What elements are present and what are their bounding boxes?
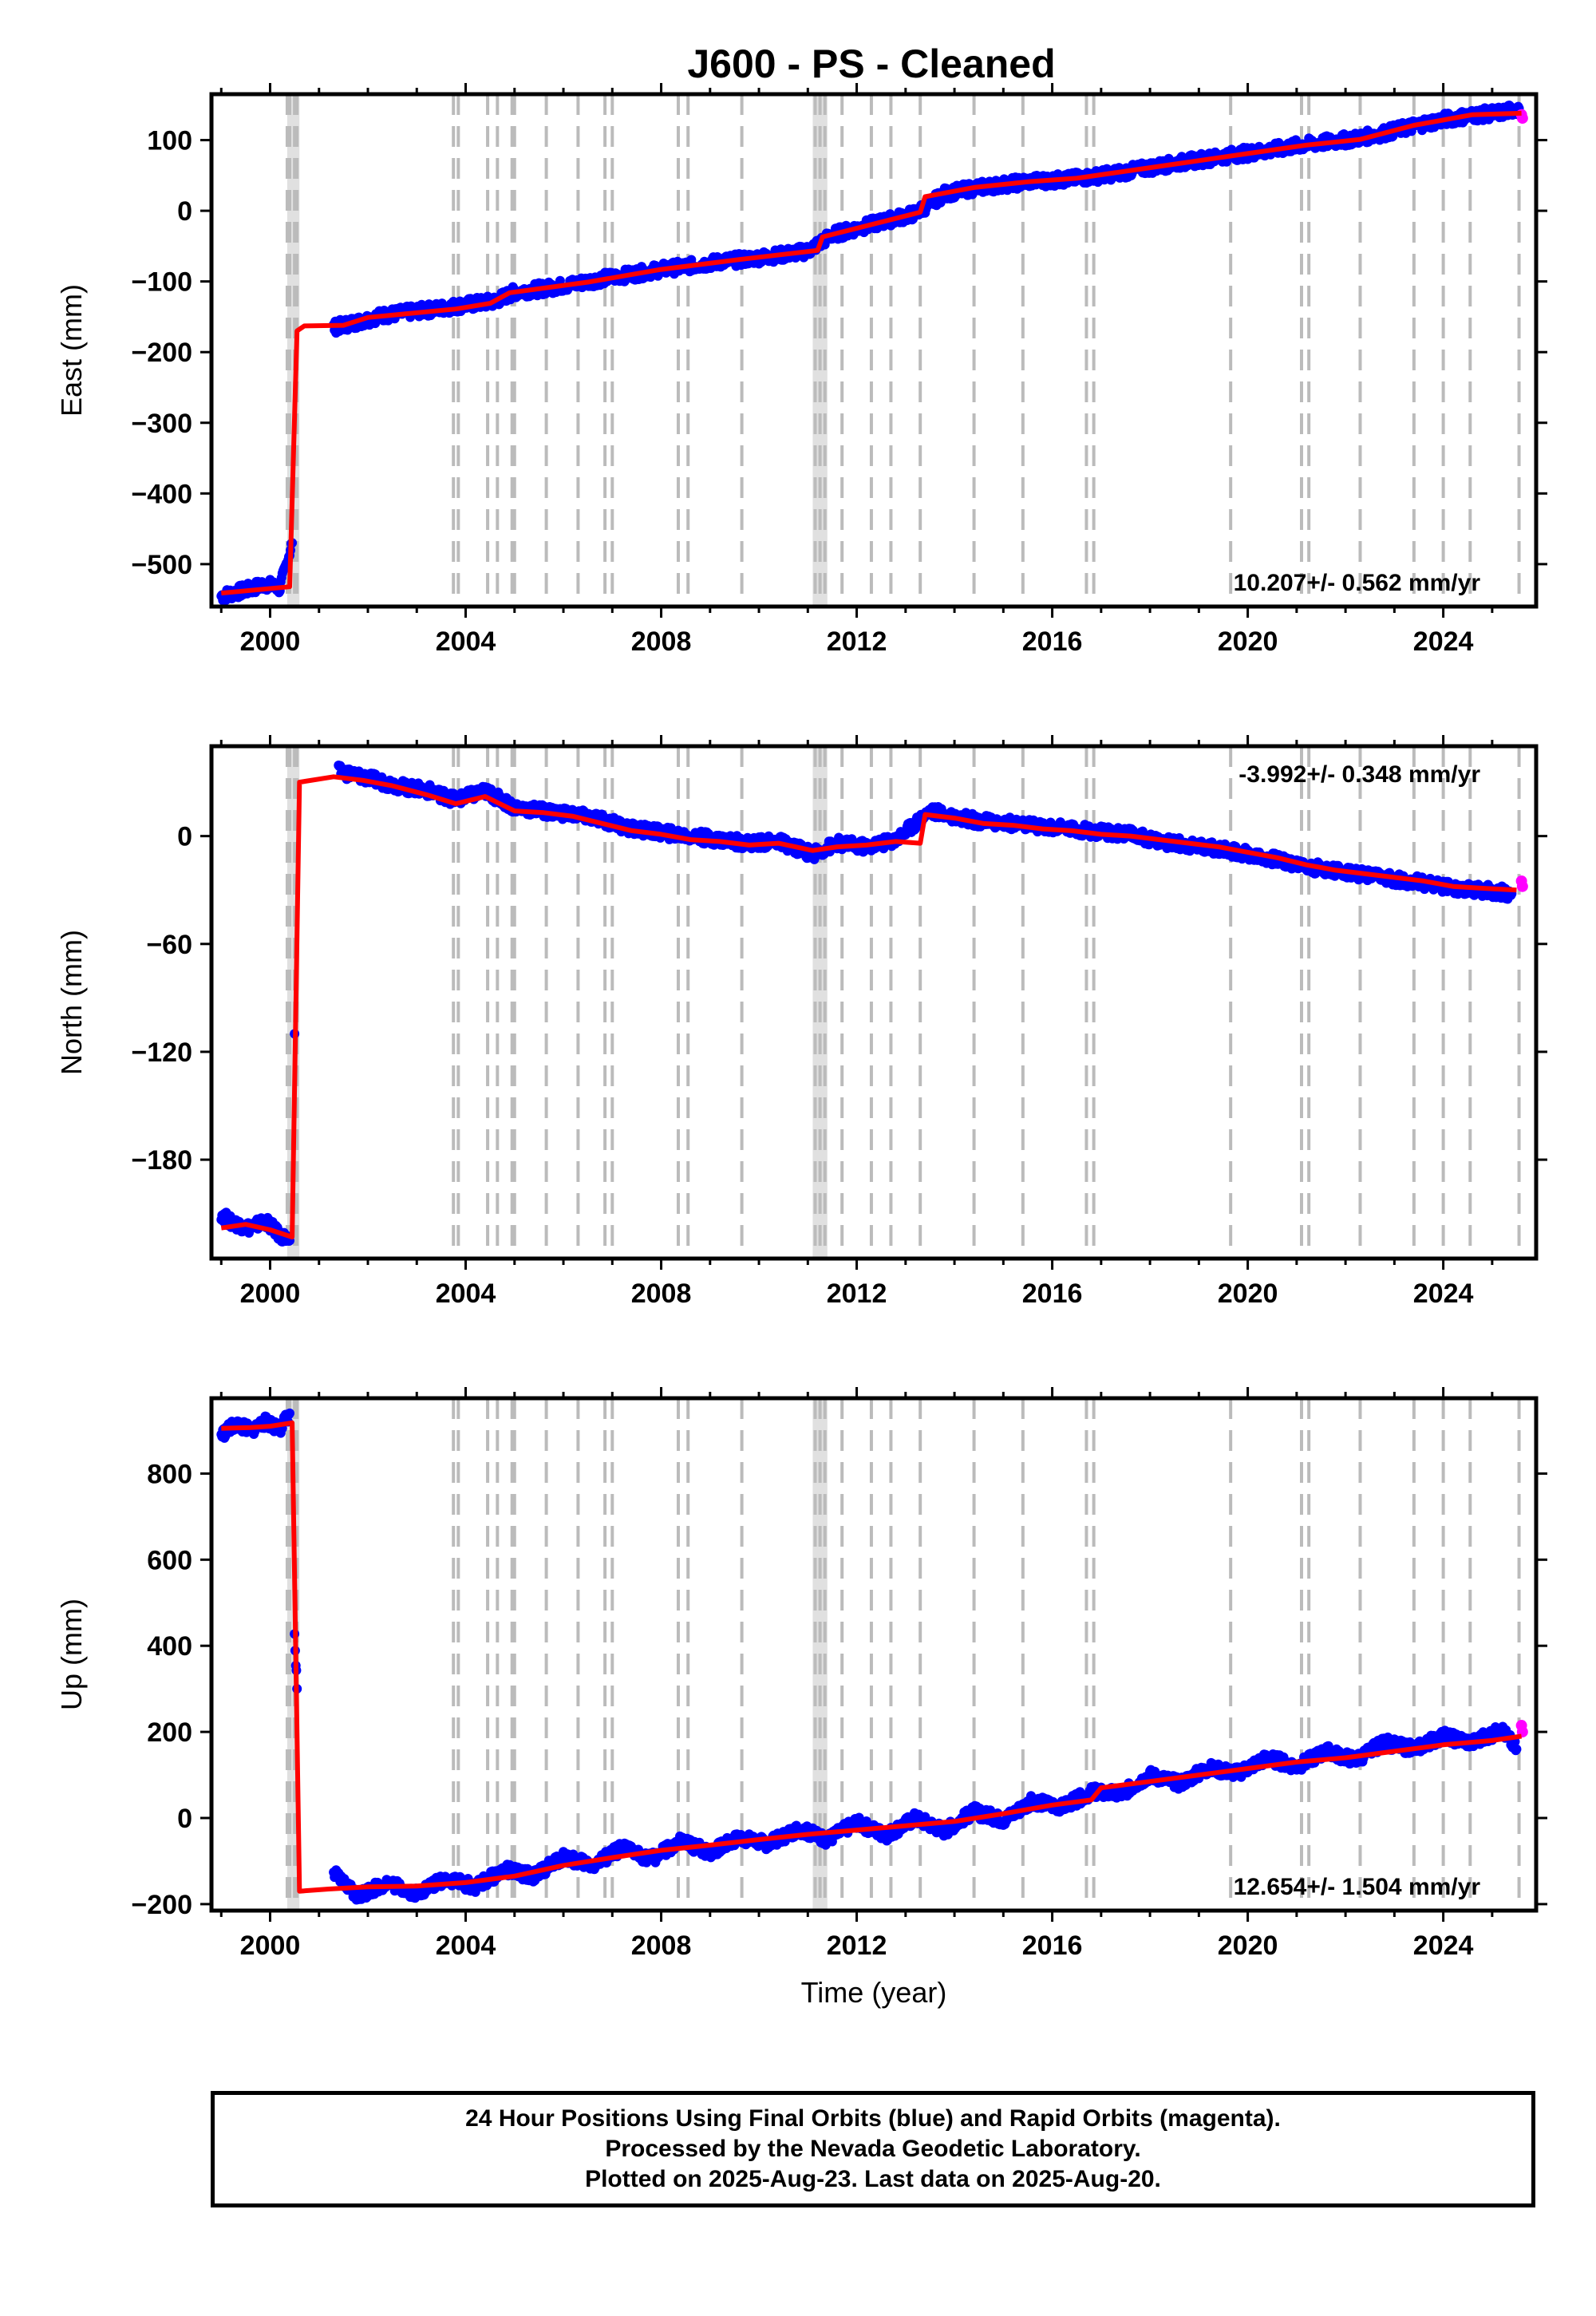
north-x-tick-label: 2012 xyxy=(827,1279,887,1309)
panel-east: 2000 2004 2008 2012 2016 2020 2024 100 0 −100 −200… xyxy=(55,83,1547,657)
east-y-tick-label: −500 xyxy=(131,550,192,580)
up-model-line xyxy=(221,1420,1523,1894)
north-y-tick-label: −180 xyxy=(131,1145,192,1176)
east-frame xyxy=(209,92,1539,609)
caption-line-3: Plotted on 2025-Aug-23. Last data on 202… xyxy=(585,2166,1161,2192)
east-y-tick-label: −100 xyxy=(131,267,192,298)
up-y-tick-label: 400 xyxy=(147,1631,192,1662)
east-x-tick-label: 2016 xyxy=(1022,626,1083,657)
figure-title: J600 - PS - Cleaned xyxy=(687,41,1055,86)
north-model-line xyxy=(220,774,1517,1239)
east-y-tick-label: −200 xyxy=(131,338,192,368)
up-x-tick-label: 2004 xyxy=(436,1931,496,1961)
up-rate-label: 12.654+/- 1.504 mm/yr xyxy=(1234,1874,1481,1900)
up-y-tick-label: 800 xyxy=(147,1459,192,1489)
up-y-tick-label: 600 xyxy=(147,1545,192,1575)
up-final-point xyxy=(986,1805,995,1816)
up-frame xyxy=(209,1396,1539,1913)
up-x-axis-label: Time (year) xyxy=(801,1976,947,2009)
north-x-tick-label: 2000 xyxy=(240,1279,301,1309)
north-rapid-point xyxy=(1516,880,1528,892)
caption-line-1: 24 Hour Positions Using Final Orbits (bl… xyxy=(465,2105,1281,2132)
up-x-tick-label: 2016 xyxy=(1022,1931,1083,1961)
north-y-tick-label: 0 xyxy=(177,822,192,852)
up-x-tick-label: 2008 xyxy=(631,1931,692,1961)
caption-line-2: Processed by the Nevada Geodetic Laborat… xyxy=(605,2136,1141,2162)
east-rate-label: 10.207+/- 0.562 mm/yr xyxy=(1234,570,1481,596)
north-plot-area xyxy=(216,746,1528,1259)
north-rate-label: -3.992+/- 0.348 mm/yr xyxy=(1238,761,1480,788)
east-x-tick-label: 2020 xyxy=(1218,626,1278,657)
north-y-tick-label: −60 xyxy=(146,930,192,960)
east-x-tick-label: 2024 xyxy=(1413,626,1474,657)
east-final-point xyxy=(1053,169,1063,180)
panels: 2000 2004 2008 2012 2016 2020 20241000−100−200… xyxy=(55,83,1547,2009)
panel-up: 2000 2004 2008 2012 2016 2020 2024800600400200… xyxy=(55,1387,1547,2009)
up-y-tick-label: 200 xyxy=(147,1717,192,1748)
north-x-tick-label: 2004 xyxy=(436,1279,496,1309)
north-x-tick-label: 2020 xyxy=(1218,1279,1278,1309)
up-final-point xyxy=(285,1408,295,1418)
up-y-tick-label: −200 xyxy=(131,1890,192,1920)
east-y-axis-label: East (mm) xyxy=(55,284,88,417)
north-x-tick-label: 2024 xyxy=(1413,1279,1474,1309)
north-frame xyxy=(209,744,1539,1261)
east-y-tick-label: 0 xyxy=(177,196,192,227)
up-y-axis-label: Up (mm) xyxy=(55,1599,88,1710)
up-plot-area xyxy=(216,1398,1528,1911)
east-x-tick-label: 2008 xyxy=(631,626,692,657)
east-x-tick-label: 2000 xyxy=(240,626,301,657)
up-x-tick-label: 2024 xyxy=(1413,1931,1474,1961)
east-x-tick-label: 2004 xyxy=(436,626,496,657)
north-x-tick-label: 2008 xyxy=(631,1279,692,1309)
north-x-tick-label: 2016 xyxy=(1022,1279,1083,1309)
east-x-tick-label: 2012 xyxy=(827,626,887,657)
up-x-tick-label: 2000 xyxy=(240,1931,301,1961)
east-y-tick-label: −300 xyxy=(131,409,192,439)
up-x-tick-label: 2012 xyxy=(827,1931,887,1961)
east-y-tick-label: 100 xyxy=(147,126,192,156)
up-final-point xyxy=(1511,1744,1522,1754)
east-model-line xyxy=(221,110,1522,596)
up-x-tick-label: 2020 xyxy=(1218,1931,1278,1961)
east-plot-area xyxy=(216,94,1528,607)
north-y-tick-label: −120 xyxy=(131,1037,192,1068)
north-y-axis-label: North (mm) xyxy=(55,930,88,1075)
panel-north: 2000 2004 2008 2012 2016 2020 2024 0 −60 −120 −180… xyxy=(55,735,1547,1309)
caption-box: 24 Hour Positions Using Final Orbits (bl… xyxy=(211,2091,1535,2207)
east-y-tick-label: −400 xyxy=(131,479,192,509)
up-y-tick-label: 0 xyxy=(177,1804,192,1834)
